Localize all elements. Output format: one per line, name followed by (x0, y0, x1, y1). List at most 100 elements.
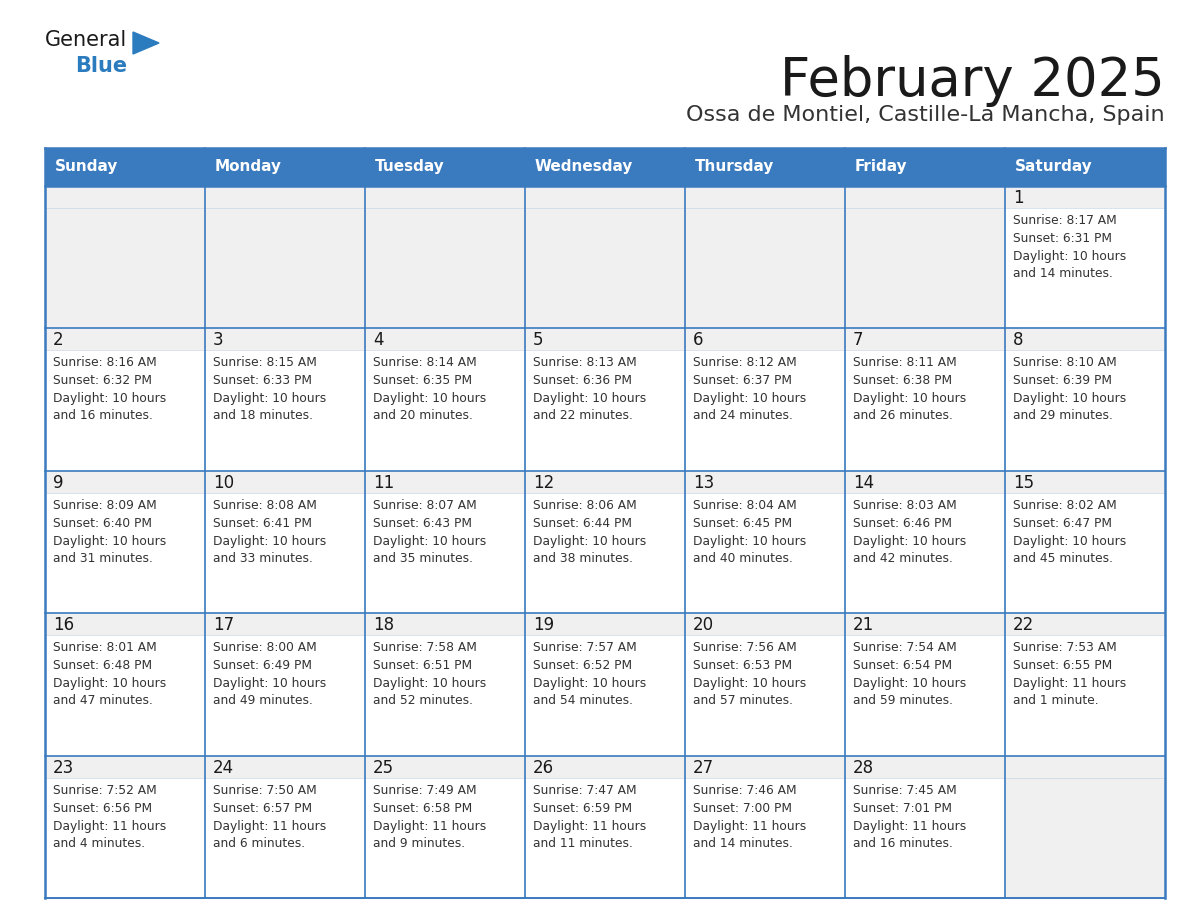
Bar (45, 329, 206, 351)
Text: Sunset: 6:55 PM: Sunset: 6:55 PM (1013, 659, 1112, 672)
Text: Sunset: 6:35 PM: Sunset: 6:35 PM (373, 375, 472, 387)
Text: Sunrise: 8:03 AM: Sunrise: 8:03 AM (853, 498, 956, 512)
Bar (845, 329, 1005, 351)
Text: Daylight: 10 hours: Daylight: 10 hours (213, 392, 327, 406)
Bar (206, 756, 365, 898)
Bar (206, 613, 365, 756)
Text: and 42 minutes.: and 42 minutes. (853, 552, 953, 565)
Text: 20: 20 (693, 616, 714, 634)
Text: 28: 28 (853, 758, 874, 777)
Text: February 2025: February 2025 (781, 55, 1165, 107)
Text: Blue: Blue (75, 56, 127, 76)
Text: 14: 14 (853, 474, 874, 492)
Bar (685, 329, 845, 351)
Text: 1: 1 (1013, 189, 1024, 207)
Text: Sunrise: 8:14 AM: Sunrise: 8:14 AM (373, 356, 476, 369)
Text: Daylight: 10 hours: Daylight: 10 hours (533, 677, 646, 690)
Bar (845, 329, 1005, 471)
Text: Friday: Friday (855, 160, 908, 174)
Text: 18: 18 (373, 616, 394, 634)
Text: Sunrise: 7:50 AM: Sunrise: 7:50 AM (213, 784, 317, 797)
Text: Sunrise: 8:01 AM: Sunrise: 8:01 AM (53, 641, 157, 655)
Bar (685, 613, 845, 635)
Text: Sunset: 6:44 PM: Sunset: 6:44 PM (533, 517, 632, 530)
Bar (365, 186, 525, 329)
Text: and 24 minutes.: and 24 minutes. (693, 409, 792, 422)
Bar (1005, 186, 1165, 208)
Bar (45, 613, 206, 756)
Text: Daylight: 11 hours: Daylight: 11 hours (853, 820, 966, 833)
Text: and 16 minutes.: and 16 minutes. (53, 409, 153, 422)
Text: Sunset: 6:52 PM: Sunset: 6:52 PM (533, 659, 632, 672)
Text: Sunrise: 8:07 AM: Sunrise: 8:07 AM (373, 498, 476, 512)
Bar (685, 329, 845, 471)
Text: and 20 minutes.: and 20 minutes. (373, 409, 473, 422)
Text: Sunday: Sunday (55, 160, 119, 174)
Text: Ossa de Montiel, Castille-La Mancha, Spain: Ossa de Montiel, Castille-La Mancha, Spa… (687, 105, 1165, 125)
Text: and 49 minutes.: and 49 minutes. (213, 694, 312, 707)
Text: Sunset: 6:54 PM: Sunset: 6:54 PM (853, 659, 952, 672)
Text: Sunrise: 8:08 AM: Sunrise: 8:08 AM (213, 498, 317, 512)
Text: Daylight: 11 hours: Daylight: 11 hours (53, 820, 166, 833)
Text: Sunset: 6:41 PM: Sunset: 6:41 PM (213, 517, 312, 530)
Bar (1005, 329, 1165, 471)
Text: Sunrise: 8:12 AM: Sunrise: 8:12 AM (693, 356, 797, 369)
Text: and 16 minutes.: and 16 minutes. (853, 836, 953, 849)
Bar (845, 613, 1005, 756)
Text: Daylight: 10 hours: Daylight: 10 hours (373, 677, 486, 690)
Text: 11: 11 (373, 474, 394, 492)
Bar (525, 186, 685, 208)
Bar (845, 756, 1005, 778)
Text: Daylight: 10 hours: Daylight: 10 hours (53, 535, 166, 548)
Text: Sunrise: 8:15 AM: Sunrise: 8:15 AM (213, 356, 317, 369)
Bar (1005, 186, 1165, 329)
Bar (206, 471, 365, 493)
Text: Sunrise: 8:17 AM: Sunrise: 8:17 AM (1013, 214, 1117, 227)
Bar (525, 471, 685, 613)
Text: 17: 17 (213, 616, 234, 634)
Text: and 29 minutes.: and 29 minutes. (1013, 409, 1113, 422)
Text: and 6 minutes.: and 6 minutes. (213, 836, 305, 849)
Bar (1005, 471, 1165, 493)
Text: Sunrise: 8:11 AM: Sunrise: 8:11 AM (853, 356, 956, 369)
Text: Sunset: 6:40 PM: Sunset: 6:40 PM (53, 517, 152, 530)
Text: Sunset: 6:53 PM: Sunset: 6:53 PM (693, 659, 792, 672)
Bar (525, 329, 685, 351)
Text: Daylight: 11 hours: Daylight: 11 hours (213, 820, 327, 833)
Bar (45, 613, 206, 635)
Text: Tuesday: Tuesday (375, 160, 444, 174)
Bar (206, 471, 365, 613)
Bar (206, 186, 365, 208)
Text: and 18 minutes.: and 18 minutes. (213, 409, 312, 422)
Bar (45, 471, 206, 613)
Text: and 54 minutes.: and 54 minutes. (533, 694, 633, 707)
Bar (845, 613, 1005, 635)
Text: Sunset: 6:43 PM: Sunset: 6:43 PM (373, 517, 472, 530)
Text: Sunset: 6:47 PM: Sunset: 6:47 PM (1013, 517, 1112, 530)
Bar (685, 756, 845, 898)
Text: and 35 minutes.: and 35 minutes. (373, 552, 473, 565)
Text: Sunrise: 8:09 AM: Sunrise: 8:09 AM (53, 498, 157, 512)
Text: and 45 minutes.: and 45 minutes. (1013, 552, 1113, 565)
Text: 7: 7 (853, 331, 864, 350)
Text: and 47 minutes.: and 47 minutes. (53, 694, 153, 707)
Text: Daylight: 11 hours: Daylight: 11 hours (693, 820, 807, 833)
Bar (525, 613, 685, 756)
Text: Daylight: 10 hours: Daylight: 10 hours (853, 535, 966, 548)
Text: Sunset: 6:45 PM: Sunset: 6:45 PM (693, 517, 792, 530)
Text: Sunrise: 7:47 AM: Sunrise: 7:47 AM (533, 784, 637, 797)
Text: and 31 minutes.: and 31 minutes. (53, 552, 153, 565)
Text: Wednesday: Wednesday (535, 160, 633, 174)
Text: 2: 2 (53, 331, 64, 350)
Text: Daylight: 10 hours: Daylight: 10 hours (373, 392, 486, 406)
Text: Sunrise: 7:56 AM: Sunrise: 7:56 AM (693, 641, 797, 655)
Bar (365, 329, 525, 351)
Bar (206, 186, 365, 329)
Text: Daylight: 10 hours: Daylight: 10 hours (853, 677, 966, 690)
Bar (365, 756, 525, 898)
Text: Sunset: 6:33 PM: Sunset: 6:33 PM (213, 375, 312, 387)
Text: Daylight: 10 hours: Daylight: 10 hours (693, 392, 807, 406)
Text: Sunset: 6:57 PM: Sunset: 6:57 PM (213, 801, 312, 814)
Text: Sunrise: 8:10 AM: Sunrise: 8:10 AM (1013, 356, 1117, 369)
Bar (365, 613, 525, 635)
